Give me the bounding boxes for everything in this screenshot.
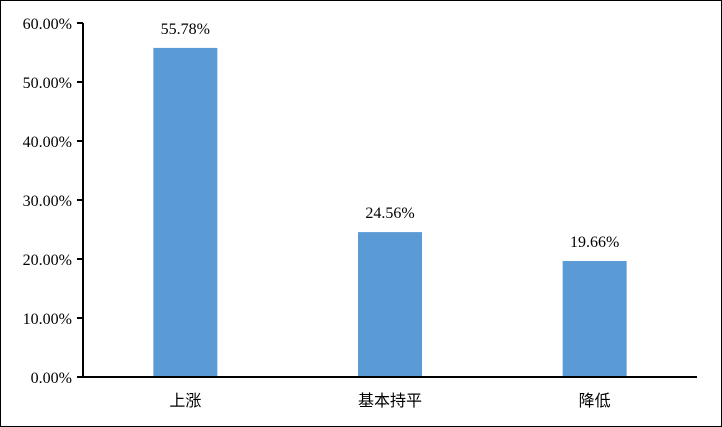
- data-label-0: 55.78%: [161, 21, 210, 38]
- bar-0: [153, 47, 218, 377]
- y-tick-label-1: 10.00%: [23, 311, 72, 328]
- x-tick-label-0: 上涨: [169, 392, 201, 410]
- y-tick-label-2: 20.00%: [23, 252, 72, 269]
- x-tick-label-2: 降低: [579, 392, 611, 410]
- bar-1: [358, 232, 422, 377]
- y-tick-label-5: 50.00%: [23, 75, 72, 92]
- x-tick-label-1: 基本持平: [358, 392, 422, 410]
- data-label-1: 24.56%: [365, 205, 414, 222]
- y-tick-label-4: 40.00%: [23, 134, 72, 151]
- y-tick-label-3: 30.00%: [23, 193, 72, 210]
- bar-2: [562, 261, 627, 377]
- y-tick-label-0: 0.00%: [31, 370, 72, 387]
- y-tick-label-6: 60.00%: [23, 16, 72, 33]
- data-label-2: 19.66%: [570, 234, 619, 251]
